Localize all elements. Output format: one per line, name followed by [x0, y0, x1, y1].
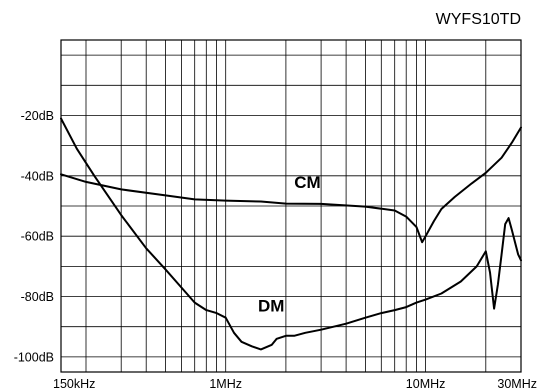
grid-lines [60, 40, 522, 372]
y-tick-label: -20dB [21, 109, 54, 123]
curves [60, 117, 522, 351]
y-tick-labels: -20dB -40dB -60dB -80dB -100dB [14, 109, 54, 364]
y-tick-label: -80dB [21, 290, 54, 304]
series-labels: CM DM [258, 173, 321, 316]
x-tick-labels: 150kHz 1MHz 10MHz 30MHz [53, 377, 537, 391]
dm-label: DM [258, 297, 284, 316]
cm-curve [60, 126, 522, 244]
chart-title: WYFS10TD [436, 11, 521, 28]
y-tick-label: -100dB [14, 350, 54, 364]
dm-curve [60, 117, 522, 351]
x-tick-label: 1MHz [209, 377, 242, 391]
y-tick-label: -40dB [21, 169, 54, 183]
cm-label: CM [294, 173, 320, 192]
y-tick-label: -60dB [21, 230, 54, 244]
x-tick-label: 30MHz [497, 377, 537, 391]
x-tick-label: 10MHz [406, 377, 446, 391]
x-tick-label: 150kHz [53, 377, 95, 391]
plot-frame [60, 39, 522, 373]
